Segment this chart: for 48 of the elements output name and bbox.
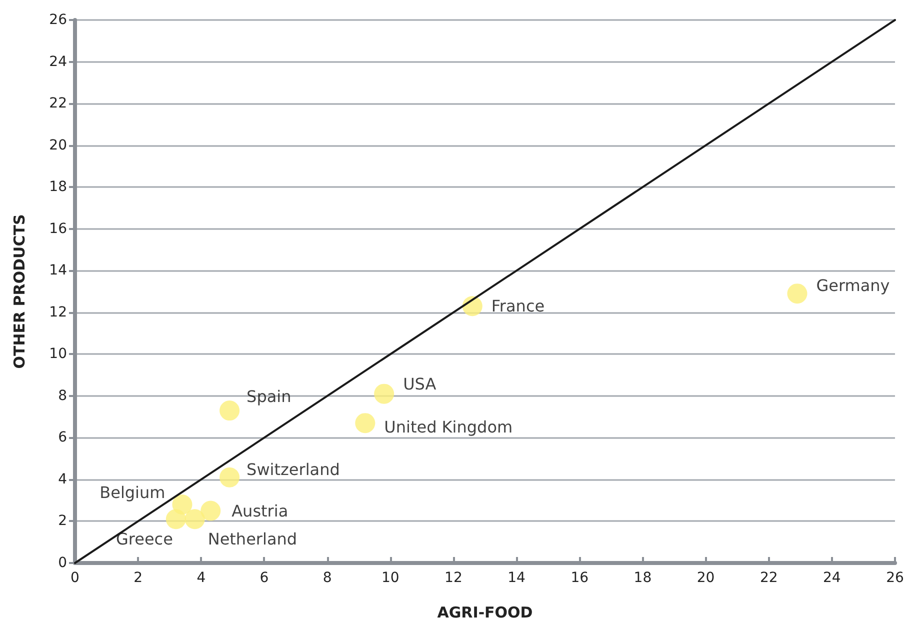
x-tick-label: 12 [444, 570, 462, 586]
x-tick-label: 16 [570, 570, 589, 586]
data-label: Austria [232, 501, 288, 520]
x-tick-label: 24 [823, 570, 841, 586]
x-tick-label: 22 [760, 570, 778, 586]
y-tick-label: 26 [49, 12, 68, 28]
y-tick-label: 20 [49, 137, 67, 154]
y-tick-label: 24 [49, 54, 68, 70]
point [787, 284, 808, 304]
data-label: France [491, 296, 545, 316]
point [166, 509, 186, 530]
point [355, 413, 376, 434]
y-tick-label: 8 [58, 388, 67, 404]
x-axis-title: AGRI-FOOD [437, 604, 533, 622]
data-label: Switzerland [246, 460, 340, 479]
y-tick-label: 16 [49, 220, 68, 237]
y-tick-label: 22 [49, 96, 67, 112]
data-label: Greece [116, 530, 173, 549]
x-tick-label: 26 [886, 570, 904, 586]
y-tick-label: 0 [58, 555, 67, 571]
data-label: Spain [246, 387, 292, 406]
y-tick-label: 4 [58, 471, 68, 488]
x-tick-label: 10 [381, 570, 400, 586]
point [184, 509, 205, 530]
x-tick-label: 18 [634, 570, 652, 586]
y-tick-label: 2 [58, 513, 67, 530]
y-tick-label: 6 [58, 430, 68, 446]
data-label: Netherland [208, 530, 298, 549]
x-tick-label: 0 [70, 570, 80, 586]
y-tick-label: 10 [49, 346, 67, 362]
point [200, 500, 221, 521]
point [374, 384, 394, 404]
data-label: Germany [816, 276, 890, 296]
x-tick-label: 8 [322, 570, 332, 586]
x-tick-label: 20 [696, 570, 715, 586]
x-tick-label: 14 [508, 570, 526, 586]
data-label: USA [403, 374, 436, 394]
x-tick-label: 6 [260, 570, 269, 586]
data-label: United Kingdom [384, 418, 513, 437]
x-tick-label: 4 [196, 570, 206, 586]
y-tick-label: 18 [49, 179, 67, 196]
y-tick-label: 14 [49, 262, 68, 279]
y-axis-title: OTHER PRODUCTS [10, 214, 28, 369]
point [220, 467, 240, 488]
point [220, 400, 240, 421]
y-tick-label: 12 [49, 304, 67, 320]
data-label: Belgium [100, 483, 166, 502]
x-tick-label: 2 [134, 570, 143, 586]
